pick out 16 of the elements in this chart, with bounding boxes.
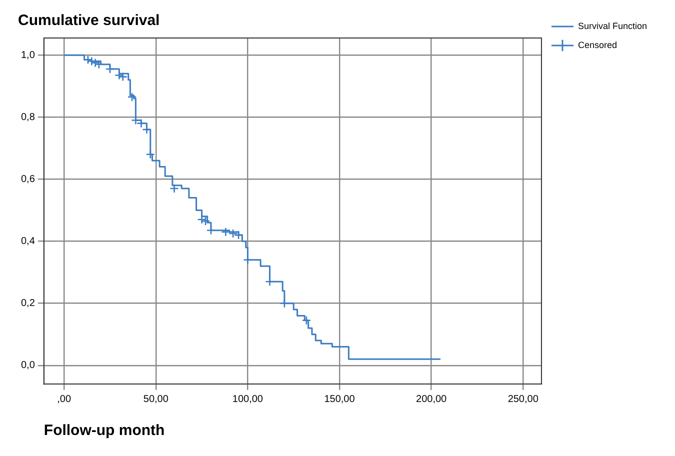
y-tick-label: 0,0 — [20, 360, 36, 372]
y-tick-label: 0,8 — [20, 112, 36, 123]
y-tick-label: 0,2 — [20, 298, 36, 310]
x-tick-label: 200,00 — [416, 394, 448, 405]
y-tick-label: 0,6 — [20, 174, 36, 185]
chart-title: Cumulative survival — [18, 12, 160, 30]
y-tick-label: 1,0 — [20, 50, 36, 61]
x-axis-title: Follow-up month — [44, 422, 165, 440]
x-tick-label: 100,00 — [232, 394, 264, 405]
x-tick-label: 250,00 — [508, 394, 539, 405]
x-tick-label: 50,00 — [143, 394, 169, 405]
y-tick-label: 0,4 — [20, 236, 36, 248]
legend-label: Censored — [578, 40, 617, 50]
legend-label: Survival Function — [578, 20, 647, 31]
x-tick-label: ,00 — [57, 394, 72, 405]
x-tick-label: 150,00 — [324, 394, 356, 405]
